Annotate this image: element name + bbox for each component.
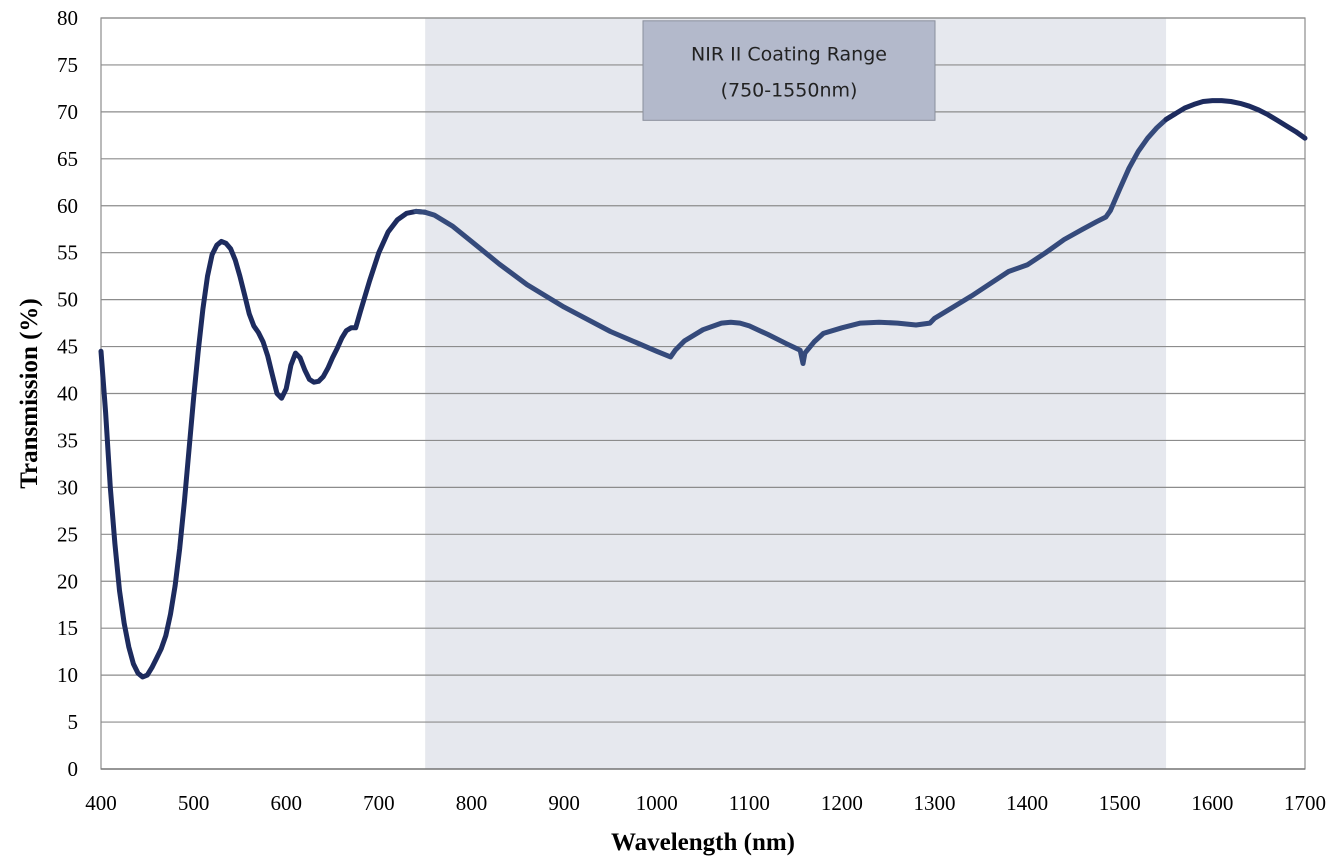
- x-tick-1600: 1600: [1191, 791, 1233, 815]
- y-tick-20: 20: [57, 569, 78, 593]
- y-tick-75: 75: [57, 53, 78, 77]
- x-axis-title: Wavelength (nm): [611, 829, 795, 856]
- y-tick-45: 45: [57, 335, 78, 359]
- transmission-line-segment-2: [413, 111, 1178, 366]
- x-tick-1300: 1300: [914, 791, 956, 815]
- y-axis-title: Transmission (%): [16, 298, 43, 489]
- x-tick-1700: 1700: [1284, 791, 1326, 815]
- y-tick-40: 40: [57, 382, 78, 406]
- y-axis-tick-labels: 0 5 10 15 20 25 30 35 40 45 50 55 60 65 70 75 80: [57, 6, 78, 781]
- y-tick-60: 60: [57, 194, 78, 218]
- y-tick-80: 80: [57, 6, 78, 30]
- x-tick-900: 900: [548, 791, 580, 815]
- y-tick-25: 25: [57, 522, 78, 546]
- x-tick-1200: 1200: [821, 791, 863, 815]
- y-tick-70: 70: [57, 100, 78, 124]
- range-label-line1: NIR II Coating Range: [691, 44, 887, 66]
- y-tick-0: 0: [68, 757, 79, 781]
- range-label-box: [642, 20, 936, 121]
- x-tick-600: 600: [270, 791, 302, 815]
- y-tick-35: 35: [57, 428, 78, 452]
- x-tick-800: 800: [456, 791, 488, 815]
- x-tick-1000: 1000: [636, 791, 678, 815]
- plot-frame: [100, 17, 1306, 770]
- y-tick-65: 65: [57, 147, 78, 171]
- x-tick-1400: 1400: [1006, 791, 1048, 815]
- x-tick-1500: 1500: [1099, 791, 1141, 815]
- y-tick-5: 5: [68, 710, 79, 734]
- range-label-line2: (750-1550nm): [721, 79, 858, 101]
- coating-range-label-box: NIR II Coating Range (750-1550nm): [642, 20, 936, 121]
- x-tick-700: 700: [363, 791, 395, 815]
- y-tick-15: 15: [57, 616, 78, 640]
- x-tick-1100: 1100: [729, 791, 770, 815]
- transmission-line-segment-3: [1163, 98, 1308, 141]
- transmission-line-segment-1: [98, 208, 428, 680]
- y-tick-10: 10: [57, 663, 78, 687]
- x-axis-tick-labels: 400 500 600 700 800 900 1000 1100 1200 1300 1400 15…: [85, 791, 1326, 815]
- y-tick-50: 50: [57, 288, 78, 312]
- x-tick-500: 500: [178, 791, 210, 815]
- y-tick-30: 30: [57, 475, 78, 499]
- x-tick-400: 400: [85, 791, 117, 815]
- transmission-curve: [98, 98, 1308, 680]
- y-tick-55: 55: [57, 241, 78, 265]
